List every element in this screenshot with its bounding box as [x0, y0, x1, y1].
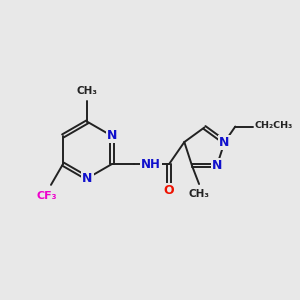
- Text: CH₃: CH₃: [189, 189, 210, 199]
- Text: N: N: [82, 172, 93, 185]
- Text: N: N: [106, 129, 117, 142]
- Text: CF₃: CF₃: [37, 190, 57, 200]
- Text: N: N: [219, 136, 230, 148]
- Text: O: O: [164, 184, 174, 197]
- Text: CH₃: CH₃: [77, 85, 98, 96]
- Text: NH: NH: [141, 158, 161, 171]
- Text: CH₂CH₃: CH₂CH₃: [254, 122, 292, 130]
- Text: N: N: [212, 159, 222, 172]
